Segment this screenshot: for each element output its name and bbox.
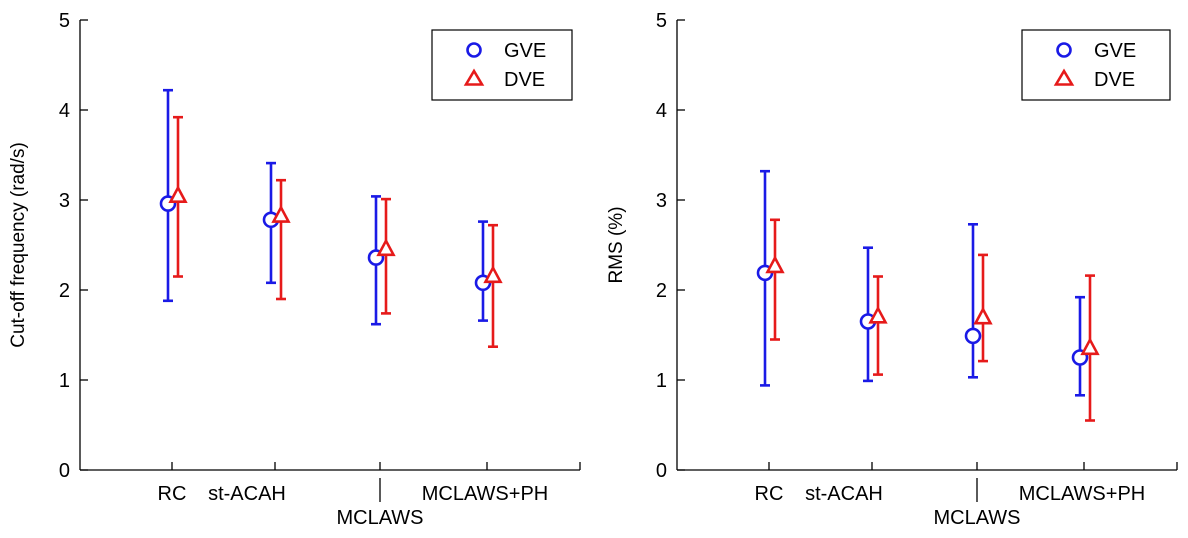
y-tick-label: 0 (656, 460, 667, 482)
legend-label: GVE (504, 40, 546, 62)
y-tick-label: 0 (59, 460, 70, 482)
y-tick-label: 4 (656, 100, 667, 122)
legend: GVE DVE (1021, 29, 1171, 101)
y-tick-label: 2 (656, 280, 667, 302)
data-point-triangle (483, 265, 503, 284)
data-point-triangle (168, 184, 188, 204)
y-tick-label: 4 (59, 100, 70, 122)
legend-label: GVE (1094, 40, 1136, 62)
category-label: RC (755, 483, 784, 505)
legend-marker-circle (466, 42, 482, 58)
category-label: MCLAWS (933, 507, 1020, 529)
legend-box (431, 29, 573, 101)
category-label: MCLAWS+PH (1019, 483, 1146, 505)
legend-box (1021, 29, 1171, 101)
category-label: st-ACAH (208, 483, 286, 505)
data-point-triangle (376, 238, 396, 257)
data-point-triangle (1080, 337, 1100, 356)
y-tick-label: 3 (59, 190, 70, 212)
legend-label: DVE (504, 69, 545, 91)
category-label: MCLAWS (336, 507, 423, 529)
category-label: st-ACAH (805, 483, 883, 505)
y-tick-label: 2 (59, 280, 70, 302)
y-axis-label: Cut-off frequency (rad/s) (8, 142, 29, 348)
series-dve (765, 218, 1100, 422)
category-label: MCLAWS+PH (422, 483, 549, 505)
data-point-triangle (765, 255, 785, 274)
legend-marker-circle (1056, 42, 1072, 58)
y-tick-label: 5 (656, 10, 667, 32)
legend: GVE DVE (431, 29, 573, 101)
y-tick-label: 1 (59, 370, 70, 392)
series-dve (168, 115, 503, 349)
y-tick-label: 5 (59, 10, 70, 32)
data-point-triangle (868, 305, 888, 324)
series-gve (159, 88, 492, 326)
category-label: RC (158, 483, 187, 505)
legend-marker-triangle (463, 68, 485, 86)
y-axis-label: RMS (%) (606, 206, 627, 283)
y-tick-label: 3 (656, 190, 667, 212)
data-point-triangle (973, 306, 993, 325)
data-point-circle (964, 327, 982, 345)
series-gve (756, 169, 1089, 397)
legend-label: DVE (1094, 69, 1135, 91)
y-tick-label: 1 (656, 370, 667, 392)
legend-marker-triangle (1053, 68, 1075, 86)
data-point-triangle (271, 204, 291, 223)
